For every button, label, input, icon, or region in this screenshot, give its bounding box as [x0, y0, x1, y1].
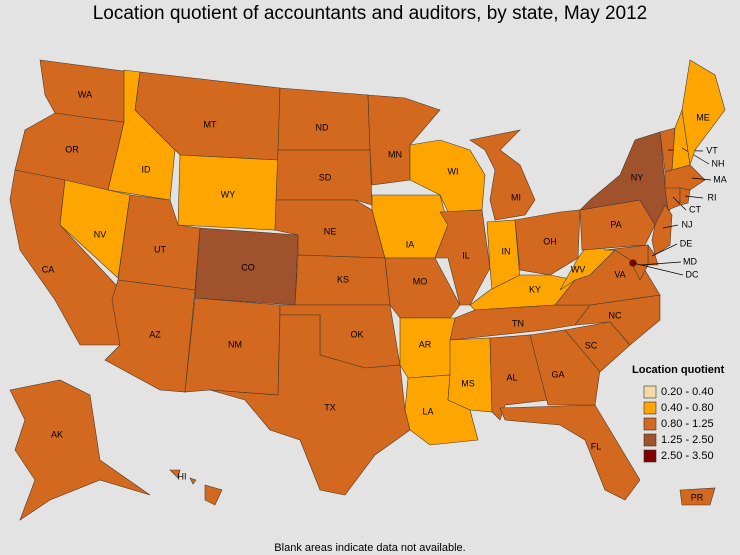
- state-label: WI: [448, 166, 459, 176]
- state: [469, 129, 536, 221]
- state-label: AZ: [149, 329, 161, 339]
- state: [679, 487, 716, 506]
- legend-swatch: [643, 417, 657, 431]
- state-label: DE: [680, 238, 693, 248]
- state-label: MA: [713, 174, 727, 184]
- legend-label: 1.25 - 2.50: [661, 434, 714, 446]
- legend-title: Location quotient: [632, 364, 725, 376]
- state: [275, 149, 373, 206]
- state: [209, 314, 411, 496]
- state-label: CA: [42, 264, 55, 274]
- state-label: FL: [591, 441, 602, 451]
- state: [277, 87, 371, 151]
- state-label: AR: [419, 339, 432, 349]
- state-label: ME: [696, 112, 710, 122]
- state-label: PA: [610, 219, 621, 229]
- state: [651, 204, 673, 256]
- legend-swatch: [643, 385, 657, 399]
- state-label: RI: [708, 192, 717, 202]
- state-label: NH: [712, 158, 725, 168]
- state-label: OR: [65, 144, 79, 154]
- state: [384, 257, 461, 319]
- state-label: IA: [406, 239, 415, 249]
- state-label: KY: [529, 284, 541, 294]
- state-label: IN: [502, 246, 511, 256]
- state-label: CT: [689, 204, 701, 214]
- legend-label: 2.50 - 3.50: [661, 450, 714, 462]
- leader-line: [684, 195, 704, 199]
- state-label: TX: [324, 402, 336, 412]
- leader-line: [651, 243, 678, 257]
- state-label: OH: [543, 236, 557, 246]
- state-label: VA: [614, 269, 625, 279]
- state-label: KS: [337, 274, 349, 284]
- state: [104, 279, 196, 393]
- state-label: SC: [585, 340, 598, 350]
- state: [204, 484, 223, 506]
- state-label: PR: [691, 492, 704, 502]
- state: [679, 187, 691, 206]
- leader-line: [672, 196, 687, 211]
- state-label: ID: [142, 164, 152, 174]
- state-label: MI: [511, 192, 521, 202]
- state-label: NY: [631, 172, 644, 182]
- state-label: NM: [228, 339, 242, 349]
- state-label: WV: [571, 264, 586, 274]
- state-label: LA: [422, 406, 433, 416]
- state-label: VT: [706, 145, 718, 155]
- footnote: Blank areas indicate data not available.: [274, 542, 465, 554]
- state-label: NV: [94, 229, 107, 239]
- state: [604, 244, 649, 281]
- state-label: MN: [388, 149, 402, 159]
- map-title: Location quotient of accountants and aud…: [93, 3, 648, 24]
- state-label: GA: [551, 369, 564, 379]
- state-label: TN: [512, 318, 524, 328]
- state-label: WA: [78, 89, 92, 99]
- state: [664, 164, 706, 191]
- legend-label: 0.40 - 0.80: [661, 402, 714, 414]
- state-label: ND: [316, 122, 329, 132]
- state: [434, 209, 491, 306]
- state: [447, 337, 493, 413]
- state-label: UT: [154, 244, 166, 254]
- state-label: DC: [686, 269, 699, 279]
- state-label: MO: [413, 276, 428, 286]
- leader-line: [691, 177, 712, 181]
- state-label: MT: [204, 119, 217, 129]
- legend-swatch: [643, 433, 657, 447]
- state-label: NE: [324, 226, 337, 236]
- state-label: WY: [221, 189, 236, 199]
- state-label: NC: [609, 310, 622, 320]
- state-label: SD: [319, 172, 332, 182]
- state: [664, 187, 681, 211]
- legend-swatch: [643, 449, 657, 463]
- state-label: NJ: [682, 219, 693, 229]
- leader-line: [639, 261, 682, 266]
- state: [189, 477, 197, 485]
- state: [9, 379, 151, 521]
- leader-line: [632, 262, 684, 276]
- state: [499, 404, 641, 501]
- state-label: MS: [461, 378, 475, 388]
- leader-line: [681, 147, 710, 165]
- state: [169, 469, 181, 479]
- legend-label: 0.80 - 1.25: [661, 418, 714, 430]
- state-label: AL: [506, 372, 517, 382]
- state-label: HI: [178, 471, 187, 481]
- state: [529, 329, 601, 406]
- legend-swatch: [643, 401, 657, 415]
- state-label: MD: [683, 256, 697, 266]
- state-label: OK: [350, 329, 363, 339]
- leader-line: [662, 224, 679, 229]
- legend-label: 0.20 - 0.40: [661, 386, 714, 398]
- state-label: CO: [241, 262, 255, 272]
- state-label: AK: [51, 429, 63, 439]
- state-label: IL: [462, 250, 470, 260]
